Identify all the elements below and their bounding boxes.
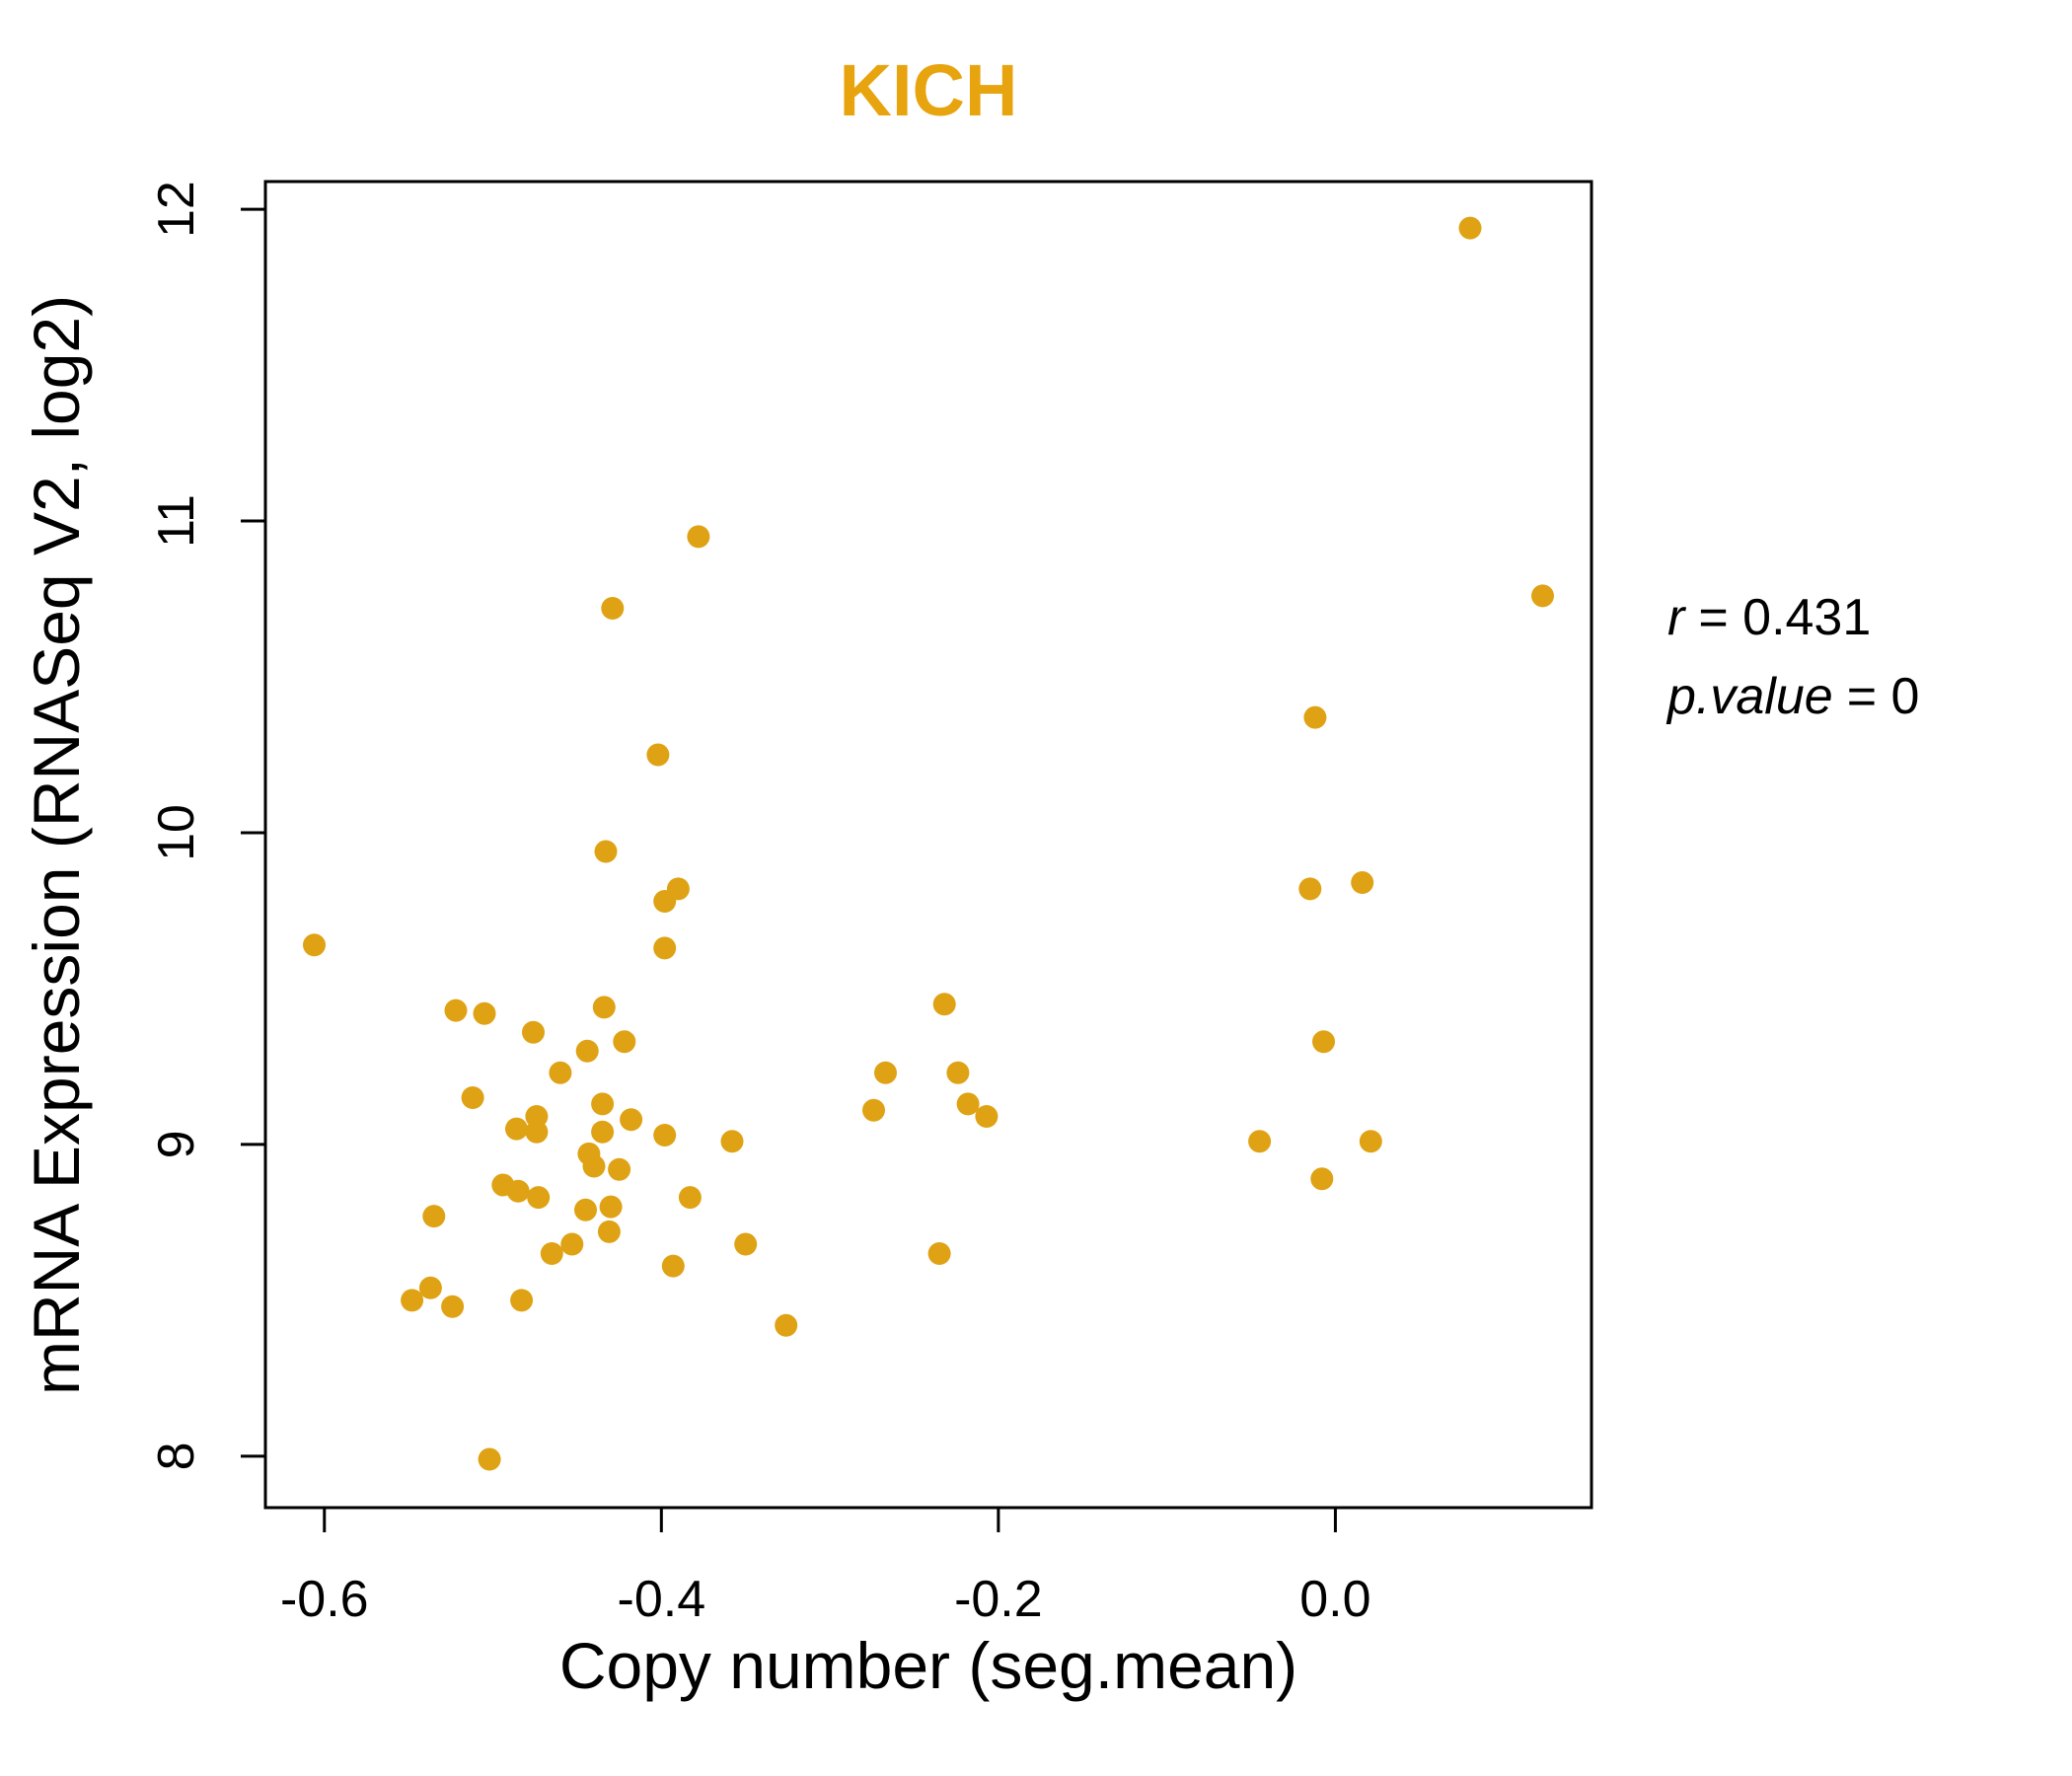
data-point bbox=[510, 1289, 534, 1312]
annotation-line-r: r = 0.431 bbox=[1667, 578, 1919, 657]
data-point bbox=[687, 525, 710, 549]
data-point bbox=[1310, 1167, 1334, 1191]
data-point bbox=[441, 1295, 465, 1318]
data-point bbox=[582, 1154, 606, 1178]
data-point bbox=[1303, 705, 1327, 729]
data-point bbox=[775, 1313, 798, 1337]
data-point bbox=[303, 933, 326, 957]
data-point bbox=[975, 1105, 999, 1128]
data-point bbox=[601, 597, 625, 620]
data-point bbox=[525, 1120, 549, 1144]
data-point bbox=[1458, 216, 1482, 240]
data-point bbox=[506, 1179, 530, 1203]
data-point bbox=[540, 1242, 563, 1265]
r-symbol: r bbox=[1667, 589, 1685, 646]
data-point bbox=[592, 996, 616, 1019]
data-point bbox=[1351, 871, 1374, 894]
correlation-annotation: r = 0.431 p.value = 0 bbox=[1667, 578, 1919, 736]
data-point bbox=[527, 1186, 551, 1210]
x-axis-label: Copy number (seg.mean) bbox=[558, 1629, 1298, 1702]
y-tick-label: 10 bbox=[148, 804, 205, 861]
plot-frame bbox=[263, 180, 1593, 1510]
data-point bbox=[613, 1030, 636, 1054]
data-point bbox=[549, 1061, 572, 1084]
plot-title: KICH bbox=[839, 49, 1018, 131]
data-point bbox=[594, 840, 618, 863]
data-point bbox=[646, 743, 670, 767]
y-tick-label: 9 bbox=[148, 1130, 205, 1158]
annotation-line-p: p.value = 0 bbox=[1667, 657, 1919, 736]
y-tick-label: 12 bbox=[148, 181, 205, 238]
data-point bbox=[653, 936, 677, 960]
data-point bbox=[927, 1242, 951, 1265]
data-point bbox=[591, 1092, 615, 1116]
x-tick-label: 0.0 bbox=[1299, 1571, 1370, 1628]
data-point bbox=[422, 1205, 446, 1228]
p-value-symbol: p.value bbox=[1667, 668, 1833, 725]
data-point bbox=[661, 1254, 685, 1278]
data-point bbox=[597, 1220, 621, 1243]
data-point bbox=[956, 1092, 980, 1116]
p-value-value: = 0 bbox=[1846, 668, 1920, 725]
data-point bbox=[473, 1001, 496, 1025]
data-point bbox=[591, 1120, 615, 1144]
data-point bbox=[608, 1157, 631, 1181]
data-point bbox=[525, 1105, 549, 1128]
y-tick-label: 11 bbox=[148, 494, 205, 548]
data-point bbox=[522, 1020, 545, 1044]
data-point bbox=[946, 1061, 970, 1084]
data-point bbox=[478, 1447, 501, 1471]
x-tick-label: -0.2 bbox=[954, 1571, 1043, 1628]
data-point bbox=[678, 1186, 702, 1210]
data-point bbox=[599, 1195, 623, 1219]
data-point bbox=[575, 1039, 599, 1063]
x-tick-label: -0.6 bbox=[280, 1571, 369, 1628]
data-point bbox=[1312, 1030, 1335, 1054]
data-point bbox=[653, 1124, 677, 1147]
data-point bbox=[720, 1130, 744, 1153]
data-point bbox=[862, 1098, 885, 1122]
data-point bbox=[401, 1289, 424, 1312]
y-axis-label: mRNA Expression (RNASeq V2, log2) bbox=[20, 294, 93, 1395]
data-point bbox=[418, 1276, 442, 1299]
data-point bbox=[734, 1232, 758, 1256]
data-point bbox=[1531, 584, 1554, 608]
data-point bbox=[620, 1108, 643, 1132]
data-point bbox=[932, 993, 956, 1016]
y-tick-label: 8 bbox=[148, 1442, 205, 1470]
data-point bbox=[1248, 1130, 1272, 1153]
data-point bbox=[1298, 877, 1322, 901]
data-point bbox=[444, 999, 468, 1022]
data-point bbox=[874, 1061, 897, 1084]
x-tick-label: -0.4 bbox=[618, 1571, 706, 1628]
r-value: = 0.431 bbox=[1698, 589, 1872, 646]
data-point bbox=[560, 1232, 584, 1256]
data-point bbox=[653, 890, 677, 913]
data-point bbox=[574, 1198, 597, 1221]
data-point bbox=[1359, 1130, 1382, 1153]
data-point bbox=[505, 1117, 528, 1141]
data-point bbox=[461, 1086, 484, 1109]
